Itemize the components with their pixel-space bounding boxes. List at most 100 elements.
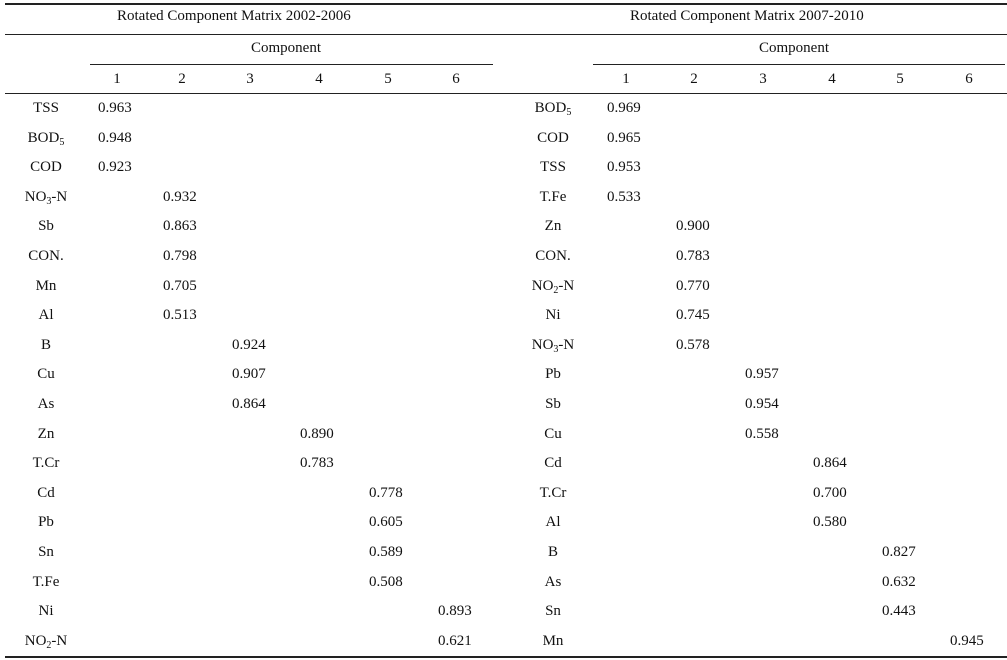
parameter-name: Pb <box>38 514 54 531</box>
right-loading-value: 0.770 <box>676 277 710 294</box>
parameter-name: As <box>37 396 55 412</box>
right-row-label: NO2-N <box>508 277 598 296</box>
parameter-name: Sn <box>38 544 54 560</box>
parameter-name: Ni <box>38 603 54 620</box>
right-row-label: As <box>508 574 598 591</box>
parameter-name: Zn <box>544 218 562 235</box>
parameter-name: T.Cr <box>539 484 567 501</box>
right-row-label: Pb <box>508 366 598 383</box>
right-row-label: Sn <box>508 603 598 620</box>
parameter-name: T.Fe <box>32 573 60 590</box>
left-column-header-6: 6 <box>452 71 460 87</box>
parameter-name: TSS <box>540 159 566 176</box>
parameter-name: CON. <box>28 248 64 264</box>
parameter-name: NO <box>531 336 554 353</box>
right-column-header-3: 3 <box>759 71 767 87</box>
left-row-label: Sn <box>1 544 91 561</box>
parameter-subscript: 2 <box>46 639 52 651</box>
left-column-header-5: 5 <box>384 71 392 87</box>
parameter-name: COD <box>537 129 569 146</box>
parameter-subscript: 3 <box>46 195 52 207</box>
right-loading-value: 0.954 <box>745 396 779 412</box>
left-row-label: Cu <box>1 366 91 383</box>
right-loading-value: 0.864 <box>813 455 847 472</box>
component-rule-right <box>593 64 1005 65</box>
left-loading-value: 0.705 <box>163 277 197 294</box>
left-loading-value: 0.798 <box>163 248 197 264</box>
right-row-label: B <box>508 544 598 561</box>
right-loading-value: 0.827 <box>882 544 916 560</box>
left-loading-value: 0.589 <box>369 544 403 560</box>
left-row-label: CON. <box>1 248 91 265</box>
parameter-name: Ni <box>545 307 561 324</box>
right-row-label: CON. <box>508 248 598 265</box>
parameter-name: Cd <box>544 455 562 472</box>
right-row-label: Cu <box>508 426 598 443</box>
parameter-name: As <box>544 573 562 590</box>
parameter-name: Cu <box>544 425 562 442</box>
parameter-name: Pb <box>545 366 561 383</box>
right-component-label: Component <box>759 40 829 56</box>
left-row-label: Ni <box>1 603 91 620</box>
parameter-name: COD <box>30 159 62 176</box>
right-loading-value: 0.443 <box>882 603 916 620</box>
parameter-name: Cd <box>37 484 55 501</box>
left-column-header-4: 4 <box>315 71 323 87</box>
right-row-label: T.Fe <box>508 189 598 206</box>
right-loading-value: 0.783 <box>676 248 710 264</box>
left-column-header-3: 3 <box>246 71 254 87</box>
right-row-label: Cd <box>508 455 598 472</box>
parameter-name: NO <box>531 277 554 294</box>
parameter-name: Al <box>38 307 54 324</box>
bottom-rule <box>5 656 1007 658</box>
right-column-header-6: 6 <box>965 71 973 87</box>
header-rule <box>5 93 1007 94</box>
right-column-header-2: 2 <box>690 71 698 87</box>
parameter-name: TSS <box>33 100 59 116</box>
left-loading-value: 0.605 <box>369 514 403 531</box>
left-loading-value: 0.948 <box>98 129 132 146</box>
left-row-label: Cd <box>1 485 91 502</box>
parameter-name: Sn <box>545 603 561 620</box>
top-rule <box>5 3 1007 5</box>
right-row-label: Sb <box>508 396 598 413</box>
parameter-name: Sb <box>38 218 54 235</box>
right-row-label: Zn <box>508 218 598 235</box>
left-row-label: B <box>1 337 91 354</box>
left-column-header-2: 2 <box>178 71 186 87</box>
right-loading-value: 0.900 <box>676 218 710 235</box>
left-loading-value: 0.864 <box>232 396 266 412</box>
left-component-label: Component <box>251 40 321 56</box>
right-loading-value: 0.632 <box>882 573 916 590</box>
parameter-name: BOD <box>27 129 60 146</box>
parameter-name: B <box>547 544 558 560</box>
left-loading-value: 0.783 <box>300 455 334 472</box>
parameter-subscript: 5 <box>59 136 65 148</box>
left-row-label: Mn <box>1 278 91 295</box>
right-loading-value: 0.957 <box>745 366 779 383</box>
left-row-label: NO2-N <box>1 633 91 651</box>
parameter-name: CON. <box>535 248 571 264</box>
right-loading-value: 0.578 <box>676 336 710 353</box>
left-loading-value: 0.508 <box>369 573 403 590</box>
parameter-suffix: -N <box>558 336 575 353</box>
parameter-name: NO <box>24 188 47 205</box>
left-loading-value: 0.778 <box>369 484 403 501</box>
right-row-label: T.Cr <box>508 485 598 502</box>
left-row-label: Al <box>1 307 91 324</box>
parameter-suffix: -N <box>558 277 575 294</box>
right-row-label: COD <box>508 130 598 147</box>
parameter-name: Cu <box>37 366 55 383</box>
right-loading-value: 0.745 <box>676 307 710 324</box>
left-row-label: NO3-N <box>1 188 91 207</box>
left-loading-value: 0.963 <box>98 100 132 116</box>
right-loading-value: 0.945 <box>950 632 984 649</box>
right-loading-value: 0.533 <box>607 188 641 205</box>
title-rule <box>5 34 1007 35</box>
parameter-name: Mn <box>542 632 564 649</box>
parameter-name: T.Cr <box>32 455 60 472</box>
parameter-subscript: 2 <box>553 284 559 296</box>
right-row-label: BOD5 <box>508 100 598 118</box>
left-column-header-1: 1 <box>113 71 121 87</box>
